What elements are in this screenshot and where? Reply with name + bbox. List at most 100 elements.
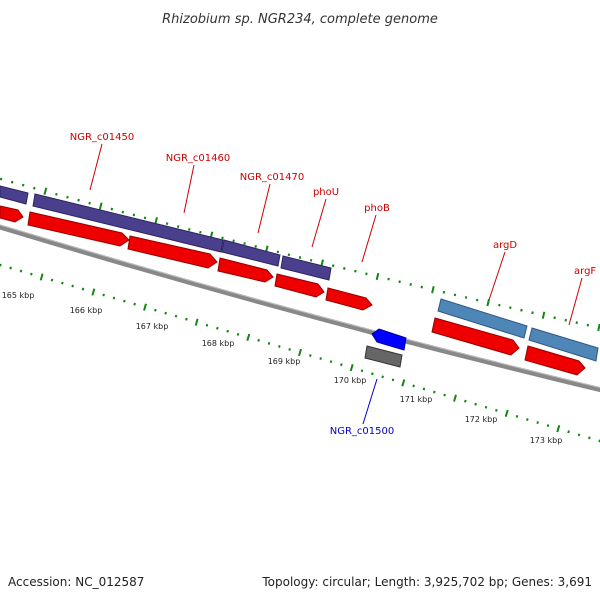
scale-tick bbox=[267, 342, 271, 345]
scale-tick bbox=[19, 269, 23, 273]
outer-tick bbox=[132, 213, 136, 217]
gene-leader-line bbox=[362, 378, 378, 425]
scale-tick bbox=[112, 296, 116, 300]
outer-tick bbox=[331, 264, 335, 268]
gene-label-NGR_c01450[interactable]: NGR_c01450 bbox=[70, 132, 135, 143]
outer-tick bbox=[520, 308, 523, 312]
scale-tick bbox=[236, 332, 240, 336]
cds-arrow[interactable] bbox=[274, 273, 325, 298]
outer-tick bbox=[343, 266, 346, 270]
outer-tick bbox=[55, 192, 58, 196]
outer-tick bbox=[10, 180, 14, 184]
scale-tick bbox=[391, 378, 395, 382]
accession-text: Accession: NC_012587 bbox=[8, 575, 144, 589]
gene-bar[interactable] bbox=[221, 239, 281, 267]
chromosome-backbone-highlight bbox=[0, 224, 600, 389]
kbp-label: 168 kbp bbox=[202, 339, 235, 348]
cds-arrow[interactable] bbox=[217, 257, 274, 283]
outer-tick bbox=[254, 244, 257, 248]
outer-tick bbox=[387, 277, 390, 281]
outer-tick bbox=[453, 293, 457, 297]
outer-tick bbox=[232, 239, 235, 243]
outer-tick bbox=[121, 210, 125, 214]
gene-label-argD[interactable]: argD bbox=[493, 240, 517, 251]
outer-tick bbox=[88, 201, 91, 205]
outer-tick bbox=[309, 258, 313, 262]
cds-arrow[interactable] bbox=[431, 317, 520, 356]
outer-tick bbox=[420, 285, 424, 289]
kbp-label: 169 kbp bbox=[268, 357, 301, 366]
cds-arrow-minus[interactable] bbox=[371, 328, 407, 351]
outer-tick bbox=[442, 290, 446, 294]
cds-arrow[interactable] bbox=[325, 287, 373, 311]
outer-tick bbox=[398, 280, 401, 284]
scale-tick bbox=[349, 364, 354, 372]
outer-tick bbox=[199, 230, 202, 234]
outer-tick bbox=[509, 306, 512, 310]
outer-tick bbox=[66, 195, 69, 199]
gene-leader-line bbox=[89, 143, 103, 191]
scale-tick bbox=[298, 348, 302, 357]
cds-arrow[interactable] bbox=[127, 235, 218, 269]
scale-tick bbox=[278, 345, 281, 348]
scale-tick-ring bbox=[0, 263, 600, 443]
scale-tick bbox=[9, 266, 12, 270]
gene-bar[interactable] bbox=[280, 255, 332, 281]
scale-tick bbox=[504, 409, 509, 417]
cds-arrow[interactable] bbox=[524, 345, 586, 376]
outer-tick bbox=[110, 207, 114, 211]
gene-track-plus bbox=[0, 185, 599, 362]
gene-label-phoU[interactable]: phoU bbox=[313, 187, 339, 198]
gene-leader-line bbox=[488, 251, 506, 301]
chromosome-backbone bbox=[0, 224, 600, 393]
scale-tick bbox=[371, 372, 374, 376]
outer-tick bbox=[597, 323, 600, 332]
outer-tick bbox=[165, 222, 169, 226]
gene-label-NGR_c01470[interactable]: NGR_c01470 bbox=[240, 172, 305, 183]
scale-tick bbox=[588, 436, 591, 440]
scale-tick bbox=[30, 272, 33, 276]
kbp-label: 171 kbp bbox=[400, 395, 433, 404]
outer-tick bbox=[541, 311, 546, 319]
scale-tick bbox=[123, 299, 126, 303]
outer-tick bbox=[531, 311, 534, 315]
outer-tick bbox=[409, 283, 412, 286]
outer-tick bbox=[464, 296, 468, 299]
cds-arrow[interactable] bbox=[0, 205, 24, 223]
outer-tick bbox=[564, 318, 567, 322]
scale-tick bbox=[360, 369, 364, 373]
scale-tick bbox=[329, 360, 333, 364]
gene-bar[interactable] bbox=[437, 298, 528, 339]
outer-tick bbox=[276, 250, 280, 254]
gene-leader-line bbox=[361, 214, 377, 263]
gene-bar[interactable] bbox=[0, 185, 29, 205]
outer-tick bbox=[0, 177, 3, 181]
gene-labels: NGR_c01450 NGR_c01460 NGR_c01470 phoU ph… bbox=[70, 132, 597, 437]
kbp-label: 170 kbp bbox=[334, 376, 367, 385]
scale-tick bbox=[422, 387, 426, 391]
scale-tick bbox=[556, 425, 561, 433]
genome-summary-text: Topology: circular; Length: 3,925,702 bp… bbox=[261, 575, 592, 589]
gene-label-argF[interactable]: argF bbox=[574, 266, 596, 277]
gene-bar[interactable] bbox=[528, 327, 599, 362]
scale-tick bbox=[464, 399, 467, 403]
scale-tick bbox=[319, 357, 322, 360]
cds-arrow[interactable] bbox=[27, 211, 130, 247]
scale-tick bbox=[91, 288, 96, 296]
gene-leader-line bbox=[311, 198, 327, 248]
gene-label-phoB[interactable]: phoB bbox=[364, 203, 390, 214]
scale-tick bbox=[257, 338, 260, 342]
outer-tick bbox=[498, 303, 501, 307]
gene-bar-minus[interactable] bbox=[364, 345, 403, 368]
scale-tick bbox=[288, 348, 291, 351]
outer-tick bbox=[553, 316, 556, 320]
gene-label-NGR_c01460[interactable]: NGR_c01460 bbox=[166, 153, 231, 164]
gene-track-minus bbox=[364, 328, 407, 368]
scale-tick bbox=[226, 329, 229, 333]
gene-bar[interactable] bbox=[32, 193, 224, 253]
gene-label-NGR_c01500[interactable]: NGR_c01500 bbox=[330, 426, 395, 437]
map-title: Rhizobium sp. NGR234, complete genome bbox=[162, 12, 438, 27]
scale-tick bbox=[526, 418, 529, 421]
scale-tick bbox=[433, 390, 436, 394]
